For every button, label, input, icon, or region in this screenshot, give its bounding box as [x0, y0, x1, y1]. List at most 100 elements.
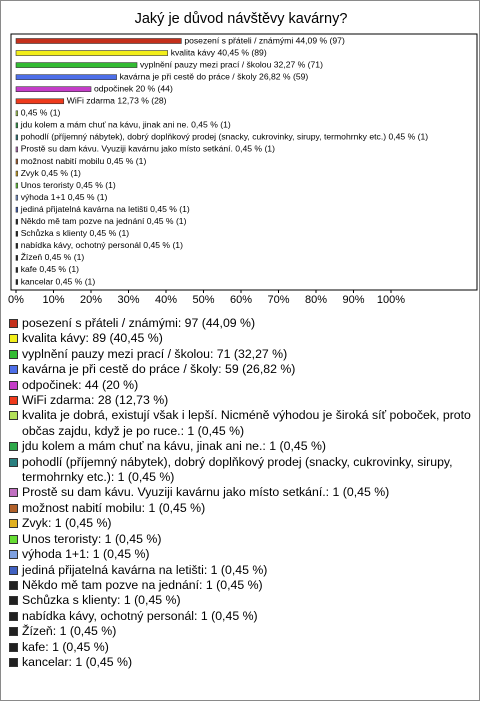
bar	[15, 267, 18, 273]
bar	[15, 170, 18, 177]
legend-swatch	[9, 611, 18, 621]
x-tick-label: 40%	[155, 294, 177, 306]
x-tick-label: 0%	[8, 294, 24, 306]
x-tick-label: 90%	[342, 294, 364, 306]
bar-label: Unos teroristy 0,45 % (1)	[21, 180, 116, 190]
legend-label: kavárna je při cestě do práce / školy: 5…	[22, 362, 296, 377]
legend-swatch	[9, 565, 18, 575]
bar	[15, 146, 18, 153]
legend-item: kafe: 1 (0,45 %)	[9, 640, 471, 655]
legend-item: pohodlí (příjemný nábytek), dobrý doplňk…	[9, 455, 471, 486]
bar-label: jediná přijatelná kavárna na letišti 0,4…	[20, 204, 190, 214]
legend-swatch	[9, 580, 18, 590]
legend-swatch	[9, 488, 18, 498]
bar	[15, 158, 18, 165]
legend-swatch	[9, 411, 18, 421]
plot-frame	[10, 33, 478, 291]
legend-swatch	[9, 642, 18, 652]
legend-swatch	[9, 534, 18, 544]
legend-label: kafe: 1 (0,45 %)	[22, 639, 109, 654]
bar	[15, 86, 92, 92]
legend-swatch	[9, 519, 18, 529]
bar-label: nabídka kávy, ochotný personál 0,45 % (1…	[21, 240, 183, 250]
x-tick-label: 20%	[80, 294, 102, 306]
bar-label: kavárna je při cestě do práce / školy 26…	[120, 71, 309, 81]
legend-item: Schůzka s klienty: 1 (0,45 %)	[9, 593, 471, 608]
bar	[15, 98, 65, 105]
legend-swatch	[9, 380, 18, 390]
bar	[15, 206, 18, 213]
bar-label: kafe 0,45 % (1)	[21, 264, 79, 274]
bar-label: jdu kolem a mám chuť na kávu, jinak ani …	[20, 120, 231, 130]
bar-label: Někdo mě tam pozve na jednání 0,45 % (1)	[21, 216, 187, 226]
bar-label: Schůzka s klienty 0,45 % (1)	[21, 228, 130, 238]
legend-swatch	[9, 503, 18, 513]
bar-label: Zvyk 0,45 % (1)	[21, 168, 81, 178]
legend-swatch	[9, 334, 18, 344]
legend-label: nabídka kávy, ochotný personál: 1 (0,45 …	[22, 608, 258, 623]
legend-item: Někdo mě tam pozve na jednání: 1 (0,45 %…	[9, 578, 471, 593]
bar	[15, 194, 18, 201]
bar-label: WiFi zdarma 12,73 % (28)	[67, 96, 167, 106]
legend-label: posezení s přáteli / známými: 97 (44,09 …	[22, 316, 256, 330]
legend-label: pohodlí (příjemný nábytek), dobrý doplňk…	[22, 454, 453, 485]
legend-swatch	[9, 550, 18, 560]
x-tick-label: 100%	[377, 294, 405, 306]
legend-item: kvalita kávy: 89 (40,45 %)	[9, 331, 471, 346]
bar-label: Žízeň 0,45 % (1)	[21, 252, 85, 262]
legend-item: posezení s přáteli / známými: 97 (44,09 …	[9, 316, 471, 331]
bar-label: vyplnění pauzy mezi prací / školou 32,27…	[140, 59, 323, 69]
legend-item: Žízeň: 1 (0,45 %)	[9, 624, 471, 639]
legend-item: nabídka kávy, ochotný personál: 1 (0,45 …	[9, 609, 471, 624]
legend-label: jdu kolem a mám chuť na kávu, jinak ani …	[22, 439, 326, 454]
bar	[15, 110, 18, 117]
legend-item: vyplnění pauzy mezi prací / školou: 71 (…	[9, 347, 471, 362]
bar	[15, 62, 138, 68]
legend-label: Zvyk: 1 (0,45 %)	[22, 516, 112, 531]
legend-label: možnost nabití mobilu: 1 (0,45 %)	[22, 500, 206, 515]
x-tick-label: 70%	[267, 294, 289, 306]
x-tick-label: 30%	[117, 294, 139, 306]
legend-swatch	[9, 349, 18, 359]
legend-swatch	[9, 627, 18, 637]
bar-label: posezení s přáteli / známými 44,09 % (97…	[184, 35, 345, 45]
legend-item: kavárna je při cestě do práce / školy: 5…	[9, 362, 471, 377]
bar	[15, 231, 18, 237]
x-tick-label: 60%	[230, 294, 252, 306]
legend-label: kvalita je dobrá, existují však i lepší.…	[22, 408, 471, 438]
bar-label: výhoda 1+1 0,45 % (1)	[21, 192, 108, 202]
legend-item: Unos teroristy: 1 (0,45 %)	[9, 532, 471, 547]
x-tick-label: 80%	[305, 294, 327, 306]
bar	[15, 122, 18, 129]
legend-item: výhoda 1+1: 1 (0,45 %)	[9, 547, 471, 562]
legend-label: Unos teroristy: 1 (0,45 %)	[22, 531, 162, 546]
legend-label: jediná přijatelná kavárna na letišti: 1 …	[22, 562, 268, 577]
legend-item: jediná přijatelná kavárna na letišti: 1 …	[9, 563, 471, 578]
bar	[15, 38, 182, 44]
legend-swatch	[9, 396, 18, 406]
legend-item: kvalita je dobrá, existují však i lepší.…	[9, 408, 471, 439]
legend-swatch	[9, 442, 18, 452]
legend-item: jdu kolem a mám chuť na kávu, jinak ani …	[9, 439, 471, 454]
legend-label: Prostě su dam kávu. Vyuziji kavárnu jako…	[22, 485, 390, 500]
legend-label: odpočinek: 44 (20 %)	[22, 377, 139, 392]
bar	[15, 134, 18, 141]
legend-label: kancelar: 1 (0,45 %)	[22, 654, 133, 669]
legend-swatch	[9, 457, 18, 467]
legend-item: odpočinek: 44 (20 %)	[9, 378, 471, 393]
bar	[15, 50, 168, 56]
legend-item: kancelar: 1 (0,45 %)	[9, 655, 471, 670]
legend-item: WiFi zdarma: 28 (12,73 %)	[9, 393, 471, 408]
bar	[15, 243, 18, 249]
legend-item: možnost nabití mobilu: 1 (0,45 %)	[9, 501, 471, 516]
legend-label: Žízeň: 1 (0,45 %)	[22, 624, 117, 639]
bar	[15, 255, 18, 261]
legend-swatch	[9, 319, 18, 328]
x-tick-label: 50%	[192, 294, 214, 306]
legend-label: výhoda 1+1: 1 (0,45 %)	[22, 547, 150, 562]
bar-label: kancelar 0,45 % (1)	[21, 276, 96, 286]
legend-label: Někdo mě tam pozve na jednání: 1 (0,45 %…	[22, 577, 263, 592]
bar-label: 0,45 % (1)	[21, 108, 61, 118]
legend-item: Zvyk: 1 (0,45 %)	[9, 516, 471, 531]
